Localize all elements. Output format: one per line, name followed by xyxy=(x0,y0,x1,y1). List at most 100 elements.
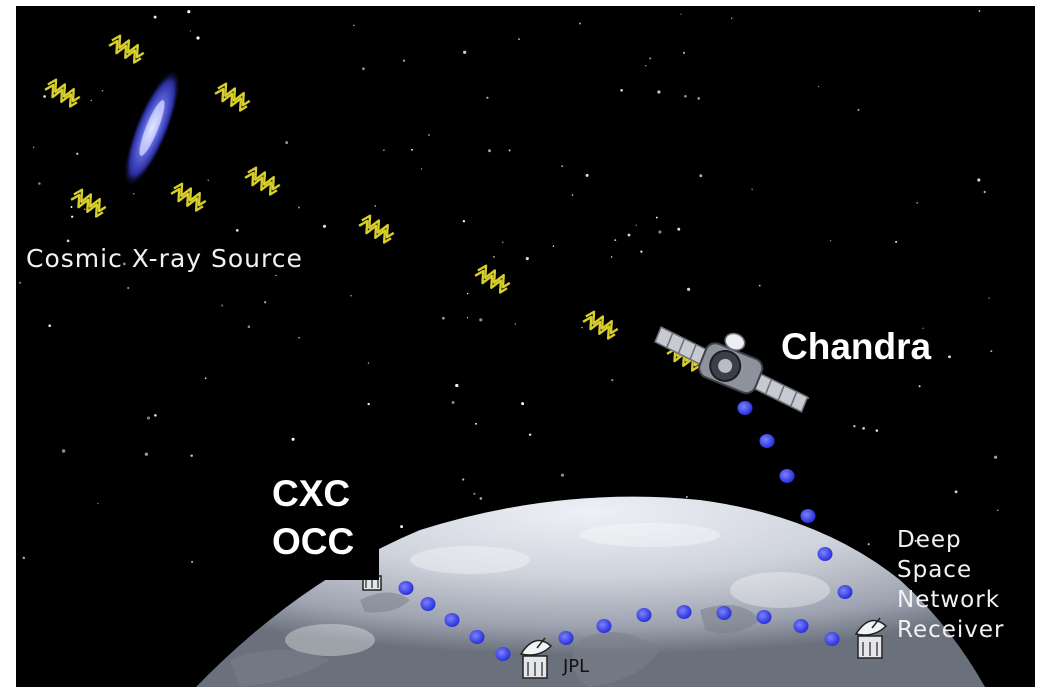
star xyxy=(127,286,130,290)
star xyxy=(204,377,207,380)
galaxy-icon xyxy=(124,70,180,186)
star xyxy=(285,141,289,145)
star xyxy=(552,245,555,247)
xray-wave-icon xyxy=(108,34,145,64)
star xyxy=(645,65,647,67)
star xyxy=(455,383,459,388)
star xyxy=(70,206,73,208)
star xyxy=(502,241,504,243)
star xyxy=(875,429,879,432)
downlink-dot xyxy=(716,606,732,620)
star xyxy=(680,13,682,15)
earth-clouds xyxy=(285,523,830,656)
star xyxy=(466,317,469,319)
star xyxy=(353,24,355,27)
star xyxy=(640,250,643,253)
star xyxy=(466,292,469,295)
downlink-dot xyxy=(420,597,436,611)
star xyxy=(362,67,365,71)
star xyxy=(122,262,126,266)
star xyxy=(585,173,589,177)
star xyxy=(686,496,688,498)
star xyxy=(400,525,404,529)
star xyxy=(350,295,352,297)
star xyxy=(83,208,86,211)
star xyxy=(758,284,761,287)
star xyxy=(658,230,662,234)
downlink-dot xyxy=(495,647,511,661)
star xyxy=(817,85,820,88)
star xyxy=(560,473,565,477)
chandra-satellite-icon xyxy=(654,326,809,413)
star xyxy=(66,239,70,243)
star xyxy=(383,149,385,152)
star xyxy=(474,422,477,425)
star xyxy=(411,148,413,151)
xray-wave-icon xyxy=(70,188,107,218)
star xyxy=(479,497,483,500)
star xyxy=(620,88,623,92)
star xyxy=(76,152,79,155)
star xyxy=(862,427,865,430)
star xyxy=(978,10,981,12)
star xyxy=(298,337,300,339)
star xyxy=(221,304,224,307)
star xyxy=(988,297,990,299)
xray-wave-icon xyxy=(244,166,281,196)
star xyxy=(492,255,495,258)
star xyxy=(473,492,476,495)
dsn-label-line-2: Space xyxy=(897,557,972,583)
star xyxy=(699,174,703,178)
star xyxy=(61,449,66,453)
earth-landmass xyxy=(230,592,760,687)
star xyxy=(133,193,135,195)
downlink-dot xyxy=(444,613,460,627)
starfield xyxy=(19,10,999,570)
cosmic-xray-source-label: Cosmic X-ray Source xyxy=(26,244,303,273)
downlink-dot xyxy=(756,610,772,624)
downlink-dot xyxy=(759,434,775,448)
star xyxy=(829,240,832,242)
star xyxy=(990,350,993,353)
cxc-label: CXC xyxy=(272,473,350,514)
jpl-dish-antenna-icon xyxy=(519,637,553,679)
dsn-dish-antenna-icon xyxy=(854,617,888,659)
downlink-dot xyxy=(824,632,840,646)
star xyxy=(38,182,41,185)
star xyxy=(571,194,574,196)
star xyxy=(43,95,46,98)
occ-label: OCC xyxy=(272,521,354,562)
star xyxy=(610,256,613,258)
star xyxy=(374,205,376,207)
star xyxy=(918,385,921,388)
star xyxy=(528,433,532,437)
star xyxy=(291,437,295,441)
star xyxy=(657,90,661,94)
star xyxy=(751,188,753,190)
star xyxy=(993,455,998,459)
star xyxy=(922,327,924,329)
xray-wave-icon xyxy=(358,214,395,244)
downlink-dot xyxy=(398,581,414,595)
star xyxy=(263,301,267,304)
dsn-label-line-4: Receiver xyxy=(897,617,1005,643)
star xyxy=(367,402,370,406)
star xyxy=(322,224,327,228)
xray-wave-icon xyxy=(170,182,207,212)
star xyxy=(730,17,733,19)
xray-waves xyxy=(44,34,703,372)
star xyxy=(101,89,104,92)
star xyxy=(207,179,209,181)
star xyxy=(682,51,686,55)
dsn-label-line-3: Network xyxy=(897,587,1000,613)
downlink-dot xyxy=(779,469,795,483)
star xyxy=(19,281,22,284)
star xyxy=(462,220,466,223)
star xyxy=(32,146,35,149)
star xyxy=(488,149,491,153)
star xyxy=(247,325,251,328)
star xyxy=(627,233,631,237)
star xyxy=(697,97,700,100)
star xyxy=(853,425,856,428)
star xyxy=(649,57,652,60)
